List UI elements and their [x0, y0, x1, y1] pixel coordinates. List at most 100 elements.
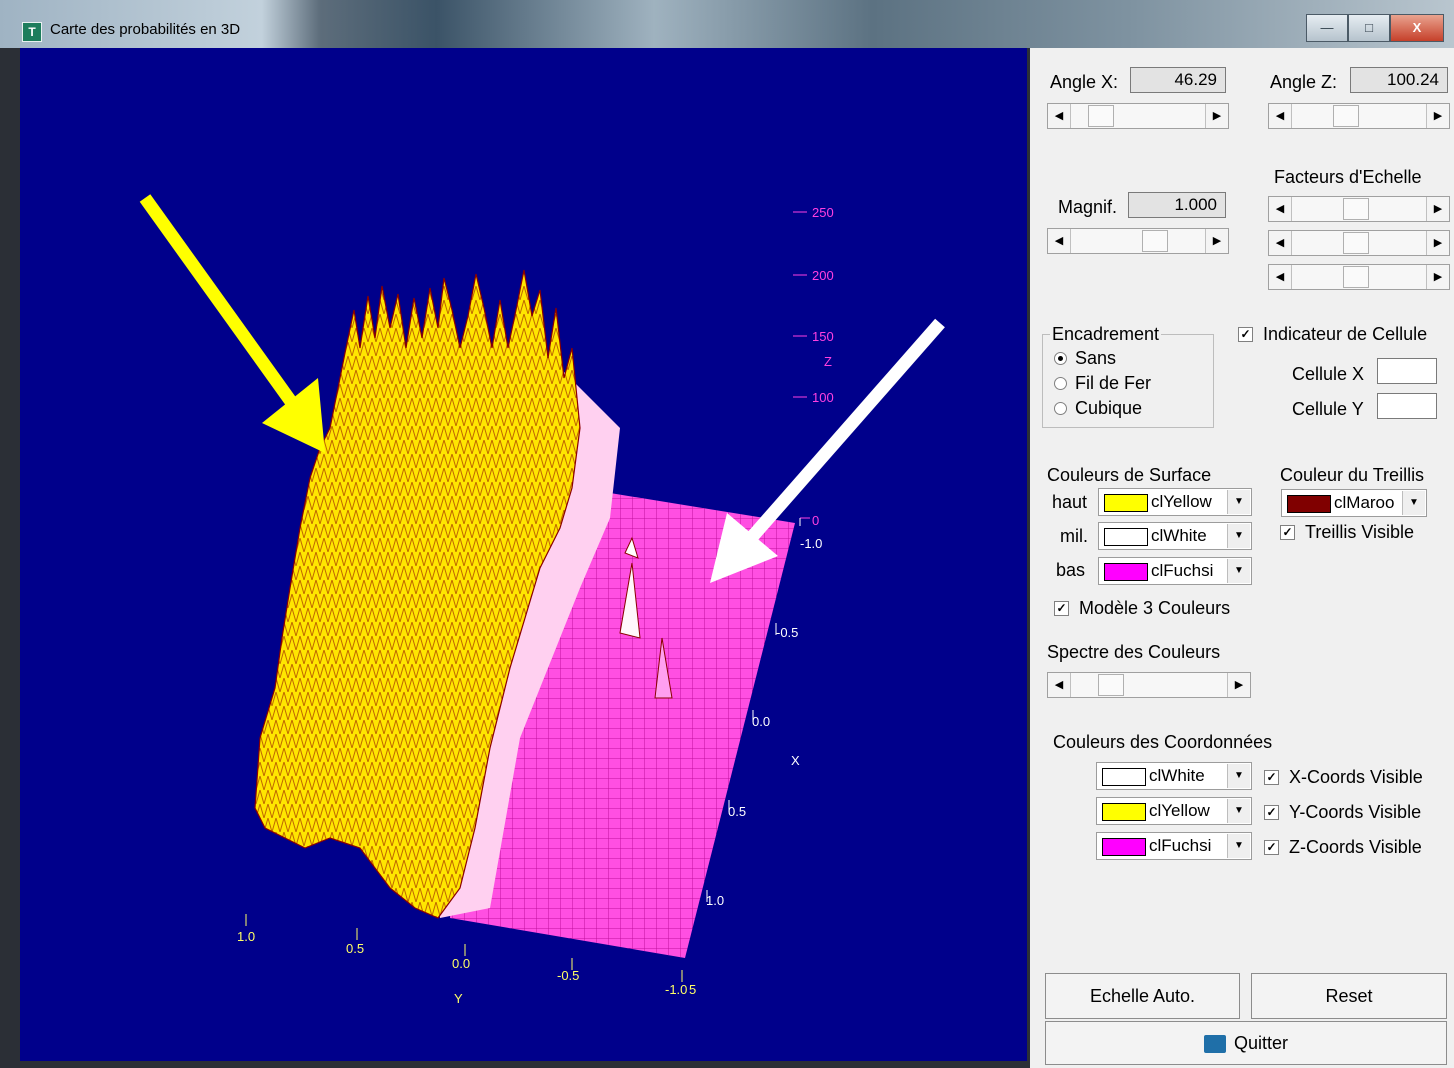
- checkmark-icon: ✓: [1054, 601, 1069, 616]
- scroll-left-icon[interactable]: ◀: [1048, 104, 1071, 128]
- surface-mid-label: mil.: [1060, 526, 1088, 546]
- scroll-right-icon[interactable]: ▶: [1426, 231, 1449, 255]
- slider-thumb[interactable]: [1343, 198, 1369, 220]
- title-bar[interactable]: T Carte des probabilités en 3D — □ X: [0, 0, 1454, 48]
- x-coords-visible-checkbox[interactable]: ✓ X-Coords Visible: [1264, 767, 1423, 788]
- dropdown-arrow-icon[interactable]: ▼: [1227, 764, 1250, 788]
- dropdown-arrow-icon[interactable]: ▼: [1227, 559, 1250, 583]
- window-title: Carte des probabilités en 3D: [50, 21, 241, 38]
- z-coord-color-select[interactable]: clFuchsi ▼: [1096, 832, 1252, 860]
- angle-z-slider[interactable]: ◀ ▶: [1268, 103, 1450, 129]
- scroll-right-icon[interactable]: ▶: [1426, 197, 1449, 221]
- slider-thumb[interactable]: [1343, 266, 1369, 288]
- x-tick-neg1: -1.0: [800, 536, 822, 551]
- quit-button[interactable]: Quitter: [1045, 1021, 1447, 1065]
- slider-thumb[interactable]: [1333, 105, 1359, 127]
- surface-plot: 250 200 150 Z 100 0 -1.0 -0.5 0.0 X: [139, 194, 945, 1006]
- radio-selected-icon: [1054, 352, 1067, 365]
- scroll-right-icon[interactable]: ▶: [1205, 104, 1228, 128]
- slider-thumb[interactable]: [1343, 232, 1369, 254]
- three-colors-checkbox[interactable]: ✓ Modèle 3 Couleurs: [1054, 598, 1230, 619]
- scroll-left-icon[interactable]: ◀: [1269, 197, 1292, 221]
- spectrum-slider[interactable]: ◀ ▶: [1047, 672, 1251, 698]
- dropdown-arrow-icon[interactable]: ▼: [1227, 799, 1250, 823]
- checkmark-icon: ✓: [1264, 805, 1279, 820]
- y-tick-neg05: -0.5: [557, 968, 579, 983]
- x-coord-color-select[interactable]: clWhite ▼: [1096, 762, 1252, 790]
- mesh-visible-checkbox[interactable]: ✓ Treillis Visible: [1280, 522, 1414, 543]
- z-tick-250: 250: [812, 205, 834, 220]
- radio-icon: [1054, 377, 1067, 390]
- scale-factor-slider-3[interactable]: ◀ ▶: [1268, 264, 1450, 290]
- radio-sans[interactable]: Sans: [1054, 348, 1116, 369]
- magnif-value[interactable]: 1.000: [1128, 192, 1226, 218]
- control-panel: Angle X: 46.29 ◀ ▶ Angle Z: 100.24 ◀ ▶ F…: [1030, 48, 1454, 1068]
- dropdown-arrow-icon[interactable]: ▼: [1227, 834, 1250, 858]
- color-swatch: [1104, 494, 1148, 512]
- y-coords-visible-checkbox[interactable]: ✓ Y-Coords Visible: [1264, 802, 1421, 823]
- scroll-right-icon[interactable]: ▶: [1426, 265, 1449, 289]
- surface-high-color-select[interactable]: clYellow ▼: [1098, 488, 1252, 516]
- color-swatch: [1287, 495, 1331, 513]
- mesh-color-title: Couleur du Treillis: [1280, 465, 1425, 485]
- x-axis-label: X: [791, 753, 800, 768]
- cell-indicator-checkbox[interactable]: ✓ Indicateur de Cellule: [1238, 324, 1427, 345]
- cell-y-label: Cellule Y: [1292, 399, 1364, 419]
- y-coord-color-select[interactable]: clYellow ▼: [1096, 797, 1252, 825]
- scale-factor-slider-1[interactable]: ◀ ▶: [1268, 196, 1450, 222]
- close-button[interactable]: X: [1390, 14, 1444, 42]
- yellow-arrow-icon: [139, 194, 325, 453]
- x-tick-05: 0.5: [728, 804, 746, 819]
- minimize-button[interactable]: —: [1306, 14, 1348, 42]
- color-swatch: [1104, 563, 1148, 581]
- angle-x-slider[interactable]: ◀ ▶: [1047, 103, 1229, 129]
- maximize-button[interactable]: □: [1348, 14, 1390, 42]
- scale-factor-slider-2[interactable]: ◀ ▶: [1268, 230, 1450, 256]
- scroll-left-icon[interactable]: ◀: [1048, 229, 1071, 253]
- dropdown-arrow-icon[interactable]: ▼: [1227, 524, 1250, 548]
- angle-x-value[interactable]: 46.29: [1130, 67, 1226, 93]
- surface-low-label: bas: [1056, 560, 1086, 580]
- z-axis-label: Z: [824, 354, 832, 369]
- y-axis-label: Y: [454, 991, 463, 1006]
- y-tick-05: 0.5: [346, 941, 364, 956]
- angle-x-label: Angle X:: [1050, 72, 1119, 92]
- z-coords-visible-checkbox[interactable]: ✓ Z-Coords Visible: [1264, 837, 1422, 858]
- surface-high-label: haut: [1052, 492, 1088, 512]
- surface-colors-title: Couleurs de Surface: [1047, 465, 1212, 485]
- slider-thumb[interactable]: [1098, 674, 1124, 696]
- dropdown-arrow-icon[interactable]: ▼: [1402, 491, 1425, 515]
- framing-title: Encadrement: [1050, 324, 1162, 345]
- y-tick-1: 1.0: [237, 929, 255, 944]
- scroll-right-icon[interactable]: ▶: [1205, 229, 1228, 253]
- x-tick-1: 1.0: [706, 893, 724, 908]
- magnif-label: Magnif.: [1058, 197, 1118, 217]
- scroll-right-icon[interactable]: ▶: [1227, 673, 1250, 697]
- radio-cubique[interactable]: Cubique: [1054, 398, 1142, 419]
- y-tick-0: 0.0: [452, 956, 470, 971]
- magnif-slider[interactable]: ◀ ▶: [1047, 228, 1229, 254]
- radio-fil-de-fer[interactable]: Fil de Fer: [1054, 373, 1151, 394]
- cell-y-field[interactable]: [1377, 393, 1437, 419]
- surface-mid-color-select[interactable]: clWhite ▼: [1098, 522, 1252, 550]
- surface-low-color-select[interactable]: clFuchsi ▼: [1098, 557, 1252, 585]
- scroll-left-icon[interactable]: ◀: [1048, 673, 1071, 697]
- scroll-left-icon[interactable]: ◀: [1269, 104, 1292, 128]
- z-tick-200: 200: [812, 268, 834, 283]
- auto-scale-button[interactable]: Echelle Auto.: [1045, 973, 1240, 1019]
- angle-z-value[interactable]: 100.24: [1350, 67, 1448, 93]
- color-swatch: [1102, 768, 1146, 786]
- dropdown-arrow-icon[interactable]: ▼: [1227, 490, 1250, 514]
- scroll-left-icon[interactable]: ◀: [1269, 265, 1292, 289]
- reset-button[interactable]: Reset: [1251, 973, 1447, 1019]
- scroll-left-icon[interactable]: ◀: [1269, 231, 1292, 255]
- scroll-right-icon[interactable]: ▶: [1426, 104, 1449, 128]
- x-tick-0: 0.0: [752, 714, 770, 729]
- z-tick-0: 0: [812, 513, 819, 528]
- plot-area[interactable]: 250 200 150 Z 100 0 -1.0 -0.5 0.0 X: [20, 48, 1027, 1061]
- slider-thumb[interactable]: [1088, 105, 1114, 127]
- cell-x-field[interactable]: [1377, 358, 1437, 384]
- slider-thumb[interactable]: [1142, 230, 1168, 252]
- mesh-color-select[interactable]: clMaroo ▼: [1281, 489, 1427, 517]
